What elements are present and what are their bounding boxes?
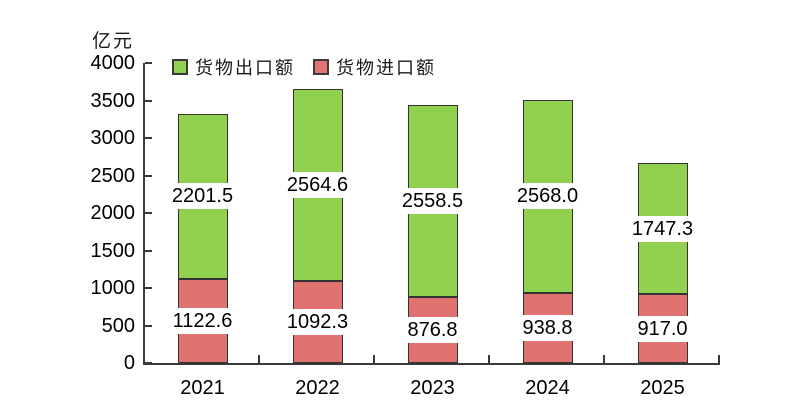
x-axis-label: 2021	[180, 377, 225, 399]
data-label-2022-import: 1092.3	[282, 309, 353, 336]
y-axis-tick	[145, 212, 152, 214]
x-axis-tick	[488, 355, 490, 363]
y-axis-tick	[145, 324, 152, 327]
legend-item-export: 货物出口额	[172, 54, 295, 80]
data-label-2021-export: 2201.5	[167, 183, 238, 210]
x-axis-label: 2022	[295, 377, 340, 399]
y-axis-tick	[145, 362, 152, 364]
y-axis-tick	[145, 249, 152, 252]
y-axis-unit-label: 亿元	[92, 31, 135, 52]
y-axis-tick-label: 500	[101, 314, 135, 337]
y-axis-tick-label: 4000	[90, 52, 136, 74]
y-axis-tick-label: 3000	[90, 127, 136, 149]
x-axis-label: 2024	[525, 377, 570, 399]
y-axis-tick-label: 2500	[90, 164, 136, 187]
y-axis-tick-label: 3500	[90, 89, 136, 112]
legend-import-label: 货物进口额	[336, 58, 436, 78]
legend: 货物出口额 货物进口额	[172, 54, 436, 80]
y-axis-tick-label: 2000	[90, 202, 136, 224]
y-axis-tick-label: 1500	[90, 239, 136, 262]
x-axis-tick	[603, 355, 605, 363]
legend-export-swatch	[172, 59, 188, 75]
y-axis-tick	[145, 62, 152, 64]
y-axis-tick	[145, 137, 152, 139]
data-label-2025-export: 1747.3	[627, 215, 698, 242]
x-axis	[143, 363, 720, 365]
x-axis-tick	[373, 355, 375, 363]
legend-import-swatch	[313, 59, 329, 75]
x-axis-label: 2023	[410, 377, 455, 399]
data-label-2022-export: 2564.6	[282, 171, 353, 198]
x-axis-tick	[258, 355, 260, 363]
y-axis-tick-label: 0	[123, 352, 135, 374]
data-label-2021-import: 1122.6	[168, 307, 237, 334]
legend-item-import: 货物进口额	[313, 54, 436, 80]
y-axis-tick	[145, 174, 152, 177]
y-axis-tick-label: 1000	[90, 277, 136, 299]
y-axis	[143, 63, 145, 365]
x-axis-tick	[718, 355, 720, 363]
y-axis-tick	[145, 99, 152, 102]
x-axis-label: 2025	[640, 377, 685, 399]
data-label-2024-import: 938.8	[518, 314, 577, 341]
data-label-2023-export: 2558.5	[397, 188, 468, 215]
y-axis-tick	[145, 287, 152, 289]
data-label-2025-import: 917.0	[633, 315, 692, 342]
legend-export-label: 货物出口额	[195, 58, 295, 78]
data-label-2024-export: 2568.0	[512, 183, 583, 210]
data-label-2023-import: 876.8	[403, 317, 462, 344]
